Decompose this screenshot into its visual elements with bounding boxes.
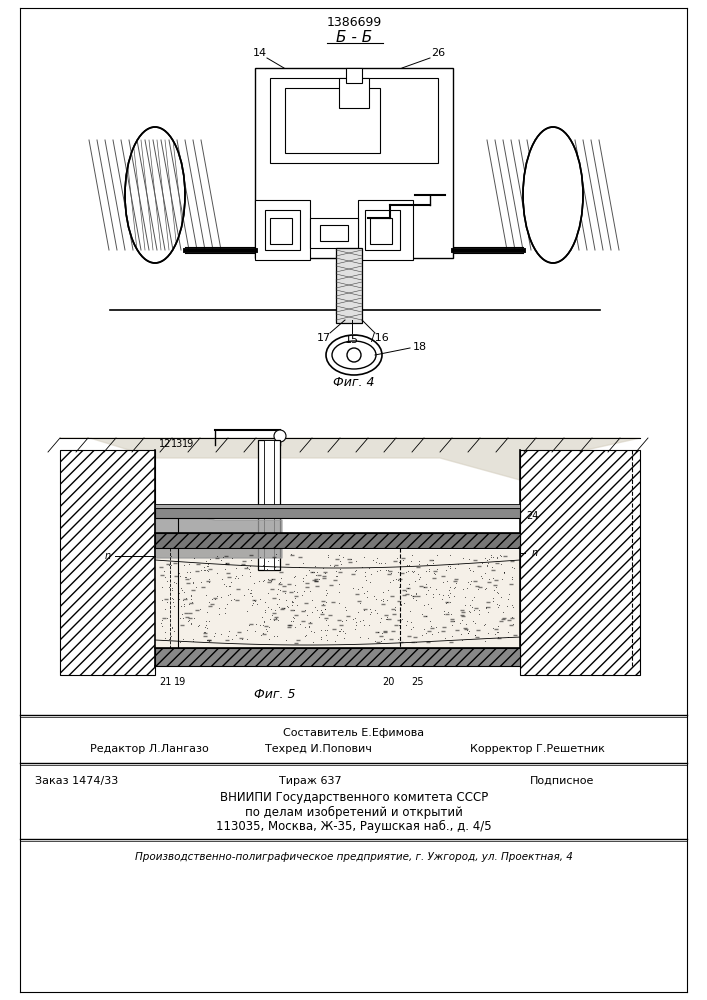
Text: Редактор Л.Лангазо: Редактор Л.Лангазо — [90, 744, 209, 754]
Text: по делам изобретений и открытий: по делам изобретений и открытий — [245, 805, 463, 819]
Bar — [336, 248, 362, 323]
Polygon shape — [155, 508, 282, 558]
Text: Фиг. 5: Фиг. 5 — [255, 688, 296, 702]
Text: Производственно-полиграфическое предприятие, г. Ужгород, ул. Проектная, 4: Производственно-полиграфическое предприя… — [135, 852, 573, 862]
Polygon shape — [60, 438, 640, 480]
Bar — [520, 450, 640, 675]
Text: 21: 21 — [159, 677, 171, 687]
Text: 20: 20 — [382, 677, 395, 687]
Text: 18: 18 — [413, 342, 427, 352]
Bar — [370, 218, 392, 244]
Text: 24: 24 — [526, 511, 538, 521]
Text: 19: 19 — [182, 439, 194, 449]
Ellipse shape — [274, 430, 286, 442]
Text: ВНИИПИ Государственного комитета СССР: ВНИИПИ Государственного комитета СССР — [220, 792, 488, 804]
Bar — [155, 550, 520, 648]
Text: Подписное: Подписное — [530, 776, 595, 786]
Text: Б - Б: Б - Б — [336, 30, 372, 45]
Bar — [339, 78, 369, 108]
Text: 19: 19 — [174, 677, 186, 687]
Text: Корректор Г.Решетник: Корректор Г.Решетник — [470, 744, 605, 754]
Bar — [258, 440, 280, 570]
Text: 26: 26 — [431, 48, 445, 58]
Bar — [365, 210, 400, 250]
Text: 113035, Москва, Ж-35, Раушская наб., д. 4/5: 113035, Москва, Ж-35, Раушская наб., д. … — [216, 819, 492, 833]
Bar — [320, 225, 348, 241]
Bar — [264, 440, 274, 570]
Text: 25: 25 — [411, 677, 424, 687]
Text: Фиг. 4: Фиг. 4 — [333, 375, 375, 388]
Bar — [155, 533, 520, 548]
Ellipse shape — [347, 348, 361, 362]
Text: 12: 12 — [159, 439, 171, 449]
Text: /16: /16 — [371, 333, 389, 343]
Text: Заказ 1474/33: Заказ 1474/33 — [35, 776, 118, 786]
Bar — [255, 200, 310, 260]
Bar — [60, 450, 155, 675]
Bar — [255, 68, 453, 258]
Bar — [346, 68, 362, 83]
Bar — [270, 218, 292, 244]
Text: Техред И.Попович: Техред И.Попович — [265, 744, 372, 754]
Text: Составитель Е.Ефимова: Составитель Е.Ефимова — [284, 728, 425, 738]
Text: n: n — [105, 551, 111, 561]
Text: n: n — [532, 548, 538, 558]
Text: 14: 14 — [253, 48, 267, 58]
Bar — [265, 210, 300, 250]
Bar — [310, 218, 358, 248]
Bar — [155, 648, 520, 666]
Ellipse shape — [523, 127, 583, 263]
Ellipse shape — [332, 341, 376, 369]
Bar — [155, 504, 520, 508]
Ellipse shape — [326, 335, 382, 375]
Text: 13: 13 — [171, 439, 183, 449]
Bar — [155, 508, 520, 518]
Text: 17: 17 — [317, 333, 331, 343]
Ellipse shape — [125, 127, 185, 263]
Text: 1386699: 1386699 — [327, 15, 382, 28]
Bar — [270, 78, 438, 163]
Text: Тираж 637: Тираж 637 — [279, 776, 341, 786]
Bar — [358, 200, 413, 260]
Text: 15: 15 — [345, 335, 359, 345]
Bar — [285, 88, 380, 153]
